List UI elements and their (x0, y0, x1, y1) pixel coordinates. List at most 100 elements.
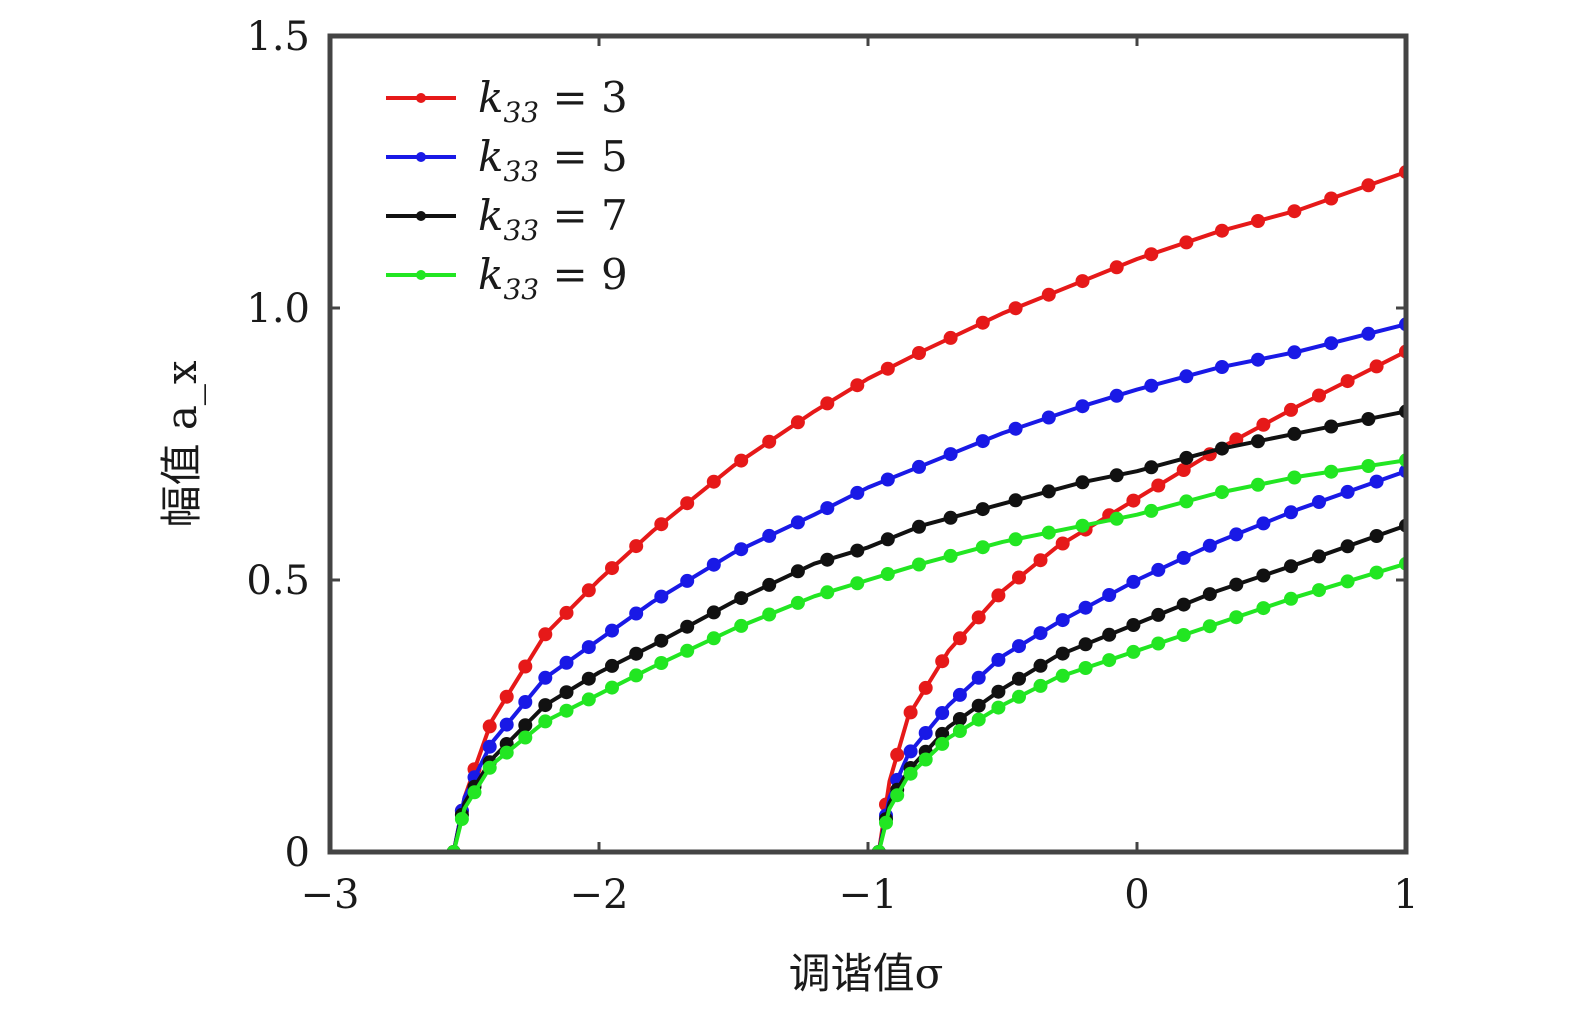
data-point (499, 745, 514, 760)
data-point (1012, 639, 1026, 654)
data-point (1324, 419, 1339, 434)
data-point (971, 712, 986, 727)
legend-label: k33 = 3 (478, 73, 628, 129)
data-point (935, 736, 950, 751)
data-point (1179, 235, 1194, 250)
data-point (1340, 374, 1355, 389)
data-point (1126, 644, 1141, 659)
data-point (1229, 527, 1244, 542)
data-point (1055, 668, 1070, 683)
data-point (935, 706, 950, 720)
data-point (706, 474, 721, 489)
data-point (559, 685, 574, 700)
data-point (1324, 191, 1339, 206)
data-point (467, 785, 482, 800)
data-point (1151, 607, 1166, 622)
series-line (451, 170, 1406, 852)
data-point (943, 510, 958, 525)
data-point (1312, 388, 1326, 403)
data-point (762, 607, 777, 622)
data-point (482, 719, 497, 734)
data-point (971, 610, 986, 625)
data-point (1144, 503, 1159, 518)
data-point (1369, 529, 1384, 543)
x-tick-label: −2 (570, 872, 629, 918)
data-point (1126, 493, 1141, 508)
data-point (1109, 260, 1124, 275)
data-point (850, 576, 865, 591)
data-point (1215, 223, 1229, 238)
data-point (1369, 359, 1384, 374)
data-point (1251, 434, 1265, 449)
data-point (1075, 274, 1090, 289)
data-point (1361, 326, 1376, 341)
data-point (1176, 628, 1191, 642)
data-point (1075, 399, 1090, 414)
data-point (581, 583, 596, 598)
data-point (680, 619, 695, 634)
data-point (559, 655, 574, 670)
data-point (581, 692, 596, 707)
data-point (952, 724, 967, 738)
data-point (1369, 565, 1384, 580)
data-point (499, 689, 514, 704)
data-point (890, 747, 905, 762)
data-point (1075, 475, 1090, 490)
data-point (1179, 450, 1194, 465)
data-point (1008, 421, 1023, 436)
data-point (1055, 646, 1070, 661)
data-point (912, 346, 926, 360)
ticks-layer: −3 −2 −1 0 1 0 0.5 1.0 1.5 (246, 14, 1418, 918)
series-layer (446, 165, 1406, 852)
data-point (880, 567, 895, 581)
data-point (1361, 459, 1376, 473)
data-point (629, 539, 644, 554)
data-point (1151, 478, 1166, 493)
data-point (518, 718, 533, 733)
data-point (918, 752, 933, 767)
data-point (1055, 613, 1070, 628)
data-point (605, 680, 619, 695)
data-point (790, 595, 805, 610)
data-point (1361, 178, 1376, 193)
data-point (975, 434, 990, 449)
data-point (903, 744, 918, 759)
data-point (1287, 345, 1302, 360)
x-axis-label: 调谐值σ (789, 949, 944, 998)
data-point (1287, 204, 1302, 219)
legend-entry-3: k33 = 7 (386, 191, 628, 247)
data-point (538, 714, 553, 729)
data-point (912, 519, 926, 534)
data-point (912, 459, 926, 474)
data-point (1144, 378, 1159, 393)
data-point (1033, 658, 1048, 673)
data-point (935, 726, 950, 741)
data-point (1284, 591, 1298, 606)
data-point (1151, 562, 1166, 577)
legend-label: k33 = 7 (478, 191, 628, 247)
data-point (1109, 511, 1124, 526)
data-point (680, 643, 695, 658)
data-point (1251, 352, 1265, 367)
data-point (918, 680, 933, 695)
data-point (734, 591, 749, 606)
data-point (1179, 369, 1194, 384)
data-point (1144, 247, 1159, 262)
legend-entry-2: k33 = 5 (386, 132, 628, 188)
data-point (1109, 388, 1124, 403)
data-point (850, 543, 865, 558)
data-point (762, 577, 777, 592)
data-point (1229, 577, 1244, 592)
data-point (1041, 525, 1056, 540)
data-point (820, 552, 835, 567)
data-point (706, 557, 721, 572)
series-line (451, 409, 1406, 852)
data-point (790, 564, 805, 579)
y-tick-label: 1.5 (246, 14, 310, 60)
legend-marker (416, 93, 426, 103)
data-point (1176, 597, 1191, 612)
data-point (1361, 412, 1376, 426)
legend-label: k33 = 5 (478, 132, 628, 188)
data-point (1256, 601, 1271, 616)
